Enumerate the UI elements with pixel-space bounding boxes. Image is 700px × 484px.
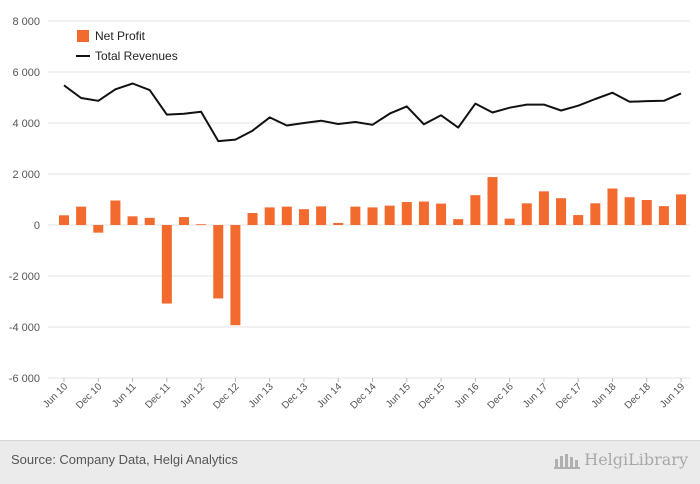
x-tick-label: Dec 18: [623, 381, 653, 411]
net-profit-bars: [59, 177, 687, 326]
net-profit-bar: [144, 217, 155, 225]
x-tick-label: Jun 14: [315, 381, 344, 410]
library-icon: [554, 453, 581, 469]
x-tick-label: Dec 12: [211, 381, 241, 411]
net-profit-bar: [333, 222, 344, 225]
y-tick-label: -6 000: [9, 373, 40, 385]
x-tick-label: Dec 10: [74, 381, 104, 411]
legend: Net Profit Total Revenues: [76, 29, 178, 63]
net-profit-bar: [607, 188, 618, 225]
net-profit-bar: [178, 217, 189, 225]
x-tick-label: Jun 13: [247, 381, 276, 410]
x-tick-label: Dec 17: [554, 381, 584, 411]
x-axis: Jun 10 Dec 10 Jun 11 Dec 11 Jun 12 Dec 12 Jun …: [41, 378, 687, 412]
legend-label-net-profit: Net Profit: [95, 29, 146, 43]
x-tick-label: Jun 19: [658, 381, 687, 410]
y-tick-label: 2 000: [12, 169, 40, 181]
net-profit-bar: [230, 225, 241, 326]
net-profit-bar: [487, 177, 498, 225]
net-profit-bar: [298, 209, 309, 225]
net-profit-bar: [316, 206, 327, 225]
x-tick-label: Jun 10: [41, 381, 70, 410]
net-profit-bar: [556, 198, 567, 225]
y-tick-label: -2 000: [9, 271, 40, 283]
net-profit-bar: [401, 202, 412, 225]
net-profit-bar: [76, 206, 87, 225]
net-profit-bar: [93, 225, 104, 233]
source-note: Source: Company Data, Helgi Analytics: [11, 452, 238, 467]
net-profit-bar: [590, 203, 601, 225]
x-tick-label: Jun 11: [110, 381, 139, 410]
x-tick-label: Dec 11: [143, 381, 173, 411]
y-tick-label: -4 000: [9, 322, 40, 334]
y-axis: -6 000 -4 000 -2 000 0 2 000 4 000 6 000 8 000: [9, 16, 40, 385]
x-tick-label: Jun 15: [384, 381, 413, 410]
net-profit-bar: [538, 191, 549, 225]
net-profit-bar: [196, 224, 207, 226]
net-profit-bar: [658, 206, 669, 225]
net-profit-bar: [436, 203, 447, 225]
net-profit-bar: [418, 201, 429, 225]
net-profit-bar: [521, 203, 532, 225]
net-profit-bar: [470, 195, 481, 225]
net-profit-bar: [384, 205, 395, 225]
x-tick-label: Jun 16: [452, 381, 481, 410]
net-profit-bar: [264, 207, 275, 225]
x-tick-label: Jun 18: [590, 381, 619, 410]
x-tick-label: Jun 12: [178, 381, 207, 410]
legend-swatch-net-profit: [77, 30, 89, 42]
total-revenues-line: [63, 82, 682, 143]
gridlines: [48, 20, 690, 379]
net-profit-bar: [127, 216, 138, 225]
footer: Source: Company Data, Helgi Analytics He…: [0, 440, 700, 484]
net-profit-bar: [59, 215, 69, 225]
y-tick-label: 4 000: [12, 118, 40, 130]
net-profit-bar: [676, 194, 687, 225]
net-profit-bar: [281, 206, 292, 225]
net-profit-bar: [367, 207, 378, 225]
net-profit-bar: [624, 197, 635, 225]
x-tick-label: Jun 17: [521, 381, 550, 410]
brand-name: HelgiLibrary: [584, 450, 688, 469]
net-profit-bar: [350, 206, 361, 225]
net-profit-bar: [110, 200, 121, 225]
net-profit-bar: [213, 225, 224, 299]
y-tick-label: 0: [34, 220, 40, 232]
net-profit-bar: [247, 213, 258, 225]
x-tick-label: Dec 14: [348, 381, 378, 411]
x-tick-label: Dec 15: [417, 381, 447, 411]
net-profit-bar: [453, 219, 464, 225]
net-profit-bar: [641, 200, 652, 225]
x-tick-label: Dec 16: [486, 381, 516, 411]
x-tick-label: Dec 13: [280, 381, 310, 411]
brand-logo: HelgiLibrary: [554, 450, 688, 469]
net-profit-bar: [573, 215, 584, 225]
y-tick-label: 8 000: [12, 16, 40, 28]
y-tick-label: 6 000: [12, 67, 40, 79]
legend-label-total-revenues: Total Revenues: [95, 49, 178, 63]
net-profit-bar: [161, 225, 172, 304]
net-profit-bar: [504, 218, 515, 225]
